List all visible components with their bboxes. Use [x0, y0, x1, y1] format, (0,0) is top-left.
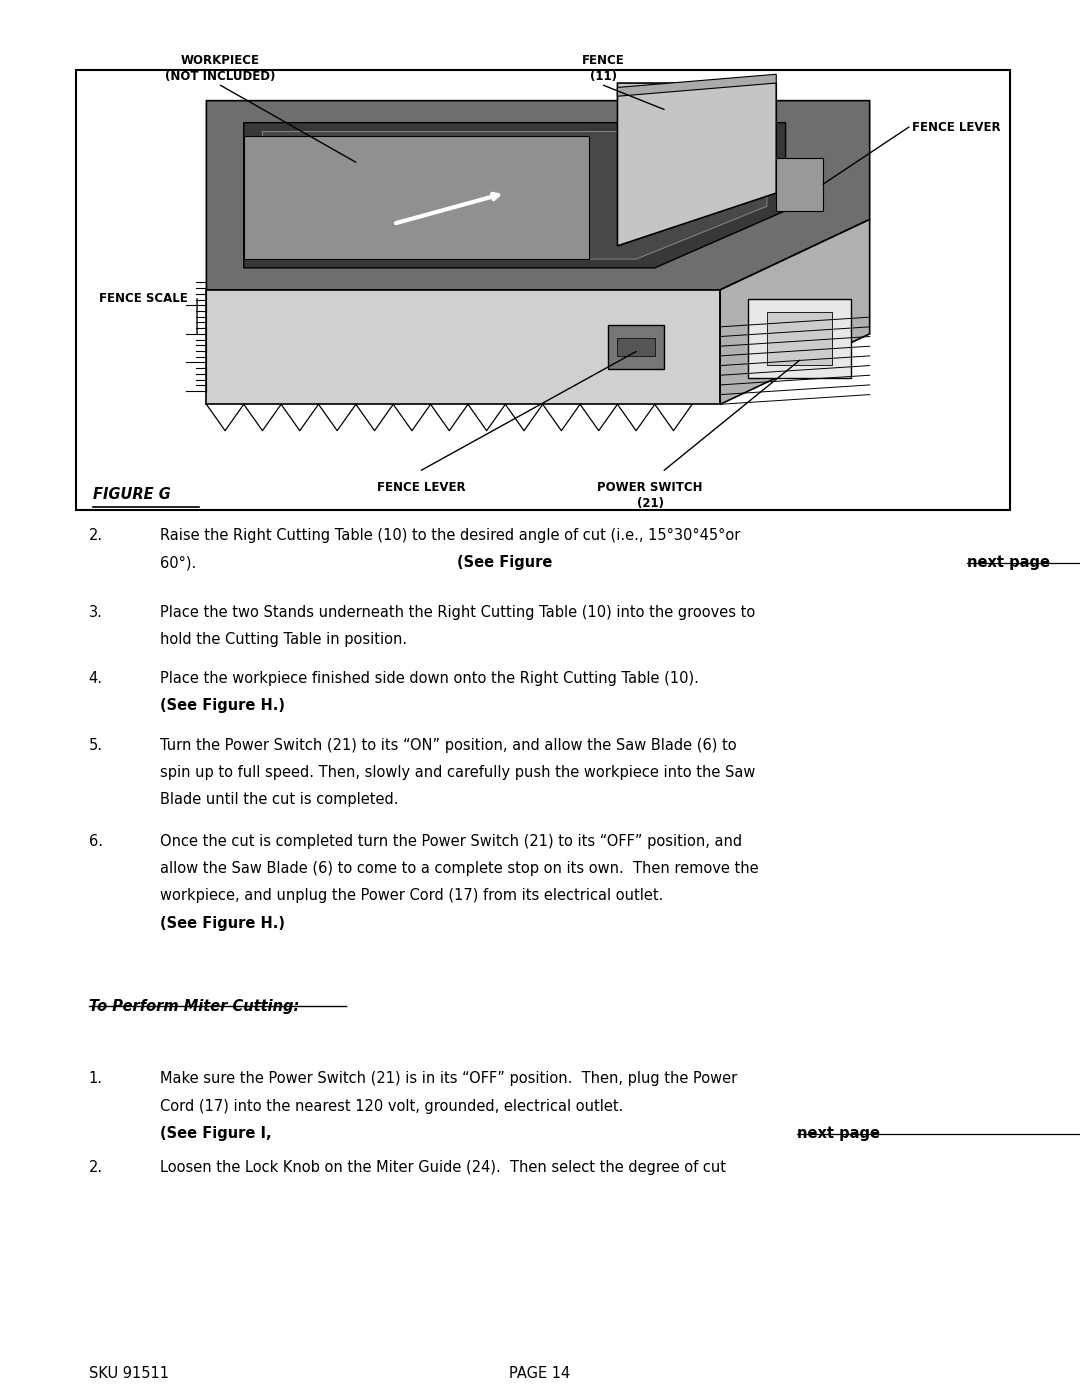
Text: Once the cut is completed turn the Power Switch (21) to its “OFF” position, and: Once the cut is completed turn the Power… — [160, 834, 742, 849]
Polygon shape — [618, 338, 654, 356]
Text: FIGURE G: FIGURE G — [93, 488, 171, 502]
Polygon shape — [244, 123, 785, 268]
Text: 2.: 2. — [89, 1160, 103, 1175]
Text: hold the Cutting Table in position.: hold the Cutting Table in position. — [160, 631, 416, 647]
Text: Place the workpiece finished side down onto the Right Cutting Table (10).: Place the workpiece finished side down o… — [160, 671, 699, 686]
Polygon shape — [206, 101, 869, 291]
Text: Turn the Power Switch (21) to its “ON” position, and allow the Saw Blade (6) to: Turn the Power Switch (21) to its “ON” p… — [160, 738, 737, 753]
Text: SKU 91511: SKU 91511 — [89, 1366, 168, 1382]
Text: Raise the Right Cutting Table (10) to the desired angle of cut (i.e., 15°30°45°o: Raise the Right Cutting Table (10) to th… — [160, 528, 740, 543]
Text: Blade until the cut is completed.: Blade until the cut is completed. — [160, 792, 407, 807]
Polygon shape — [608, 326, 664, 369]
Text: PAGE 14: PAGE 14 — [510, 1366, 570, 1382]
Text: 2.: 2. — [89, 528, 103, 543]
Text: (See Figure: (See Figure — [457, 556, 557, 570]
Polygon shape — [262, 131, 767, 258]
Text: Cord (17) into the nearest 120 volt, grounded, electrical outlet.: Cord (17) into the nearest 120 volt, gro… — [160, 1098, 623, 1113]
Text: allow the Saw Blade (6) to come to a complete stop on its own.  Then remove the: allow the Saw Blade (6) to come to a com… — [160, 861, 758, 876]
Text: 1.: 1. — [89, 1071, 103, 1087]
Text: Make sure the Power Switch (21) is in its “OFF” position.  Then, plug the Power: Make sure the Power Switch (21) is in it… — [160, 1071, 737, 1087]
Text: next page: next page — [797, 1126, 880, 1141]
Text: (See Figure H.): (See Figure H.) — [160, 916, 285, 930]
Text: FENCE LEVER: FENCE LEVER — [912, 120, 1000, 134]
Text: spin up to full speed. Then, slowly and carefully push the workpiece into the Sa: spin up to full speed. Then, slowly and … — [160, 766, 755, 780]
Polygon shape — [767, 312, 833, 365]
Text: 3.: 3. — [89, 605, 103, 620]
Text: (See Figure H.): (See Figure H.) — [160, 697, 285, 712]
Polygon shape — [206, 291, 720, 404]
Text: (See Figure I,: (See Figure I, — [160, 1126, 276, 1141]
Text: FENCE
(11): FENCE (11) — [582, 54, 625, 82]
Polygon shape — [748, 299, 851, 377]
Text: FENCE LEVER: FENCE LEVER — [377, 482, 465, 495]
Text: Loosen the Lock Knob on the Miter Guide (24).  Then select the degree of cut: Loosen the Lock Knob on the Miter Guide … — [160, 1160, 726, 1175]
Polygon shape — [720, 219, 869, 404]
Text: Place the two Stands underneath the Right Cutting Table (10) into the grooves to: Place the two Stands underneath the Righ… — [160, 605, 755, 620]
Polygon shape — [244, 136, 590, 258]
Polygon shape — [777, 158, 823, 211]
Text: FENCE SCALE: FENCE SCALE — [99, 292, 188, 305]
Text: 60°).: 60°). — [160, 556, 205, 570]
Text: workpiece, and unplug the Power Cord (17) from its electrical outlet.: workpiece, and unplug the Power Cord (17… — [160, 888, 663, 904]
Bar — [76, 70, 1010, 510]
Text: 4.: 4. — [89, 671, 103, 686]
Polygon shape — [618, 74, 777, 96]
Text: next page: next page — [967, 556, 1050, 570]
Text: 6.: 6. — [89, 834, 103, 849]
Text: 5.: 5. — [89, 738, 103, 753]
Text: To Perform Miter Cutting:: To Perform Miter Cutting: — [89, 999, 299, 1014]
Text: POWER SWITCH
(21): POWER SWITCH (21) — [597, 482, 703, 510]
Polygon shape — [618, 82, 777, 246]
Text: WORKPIECE
(NOT INCLUDED): WORKPIECE (NOT INCLUDED) — [165, 54, 275, 82]
